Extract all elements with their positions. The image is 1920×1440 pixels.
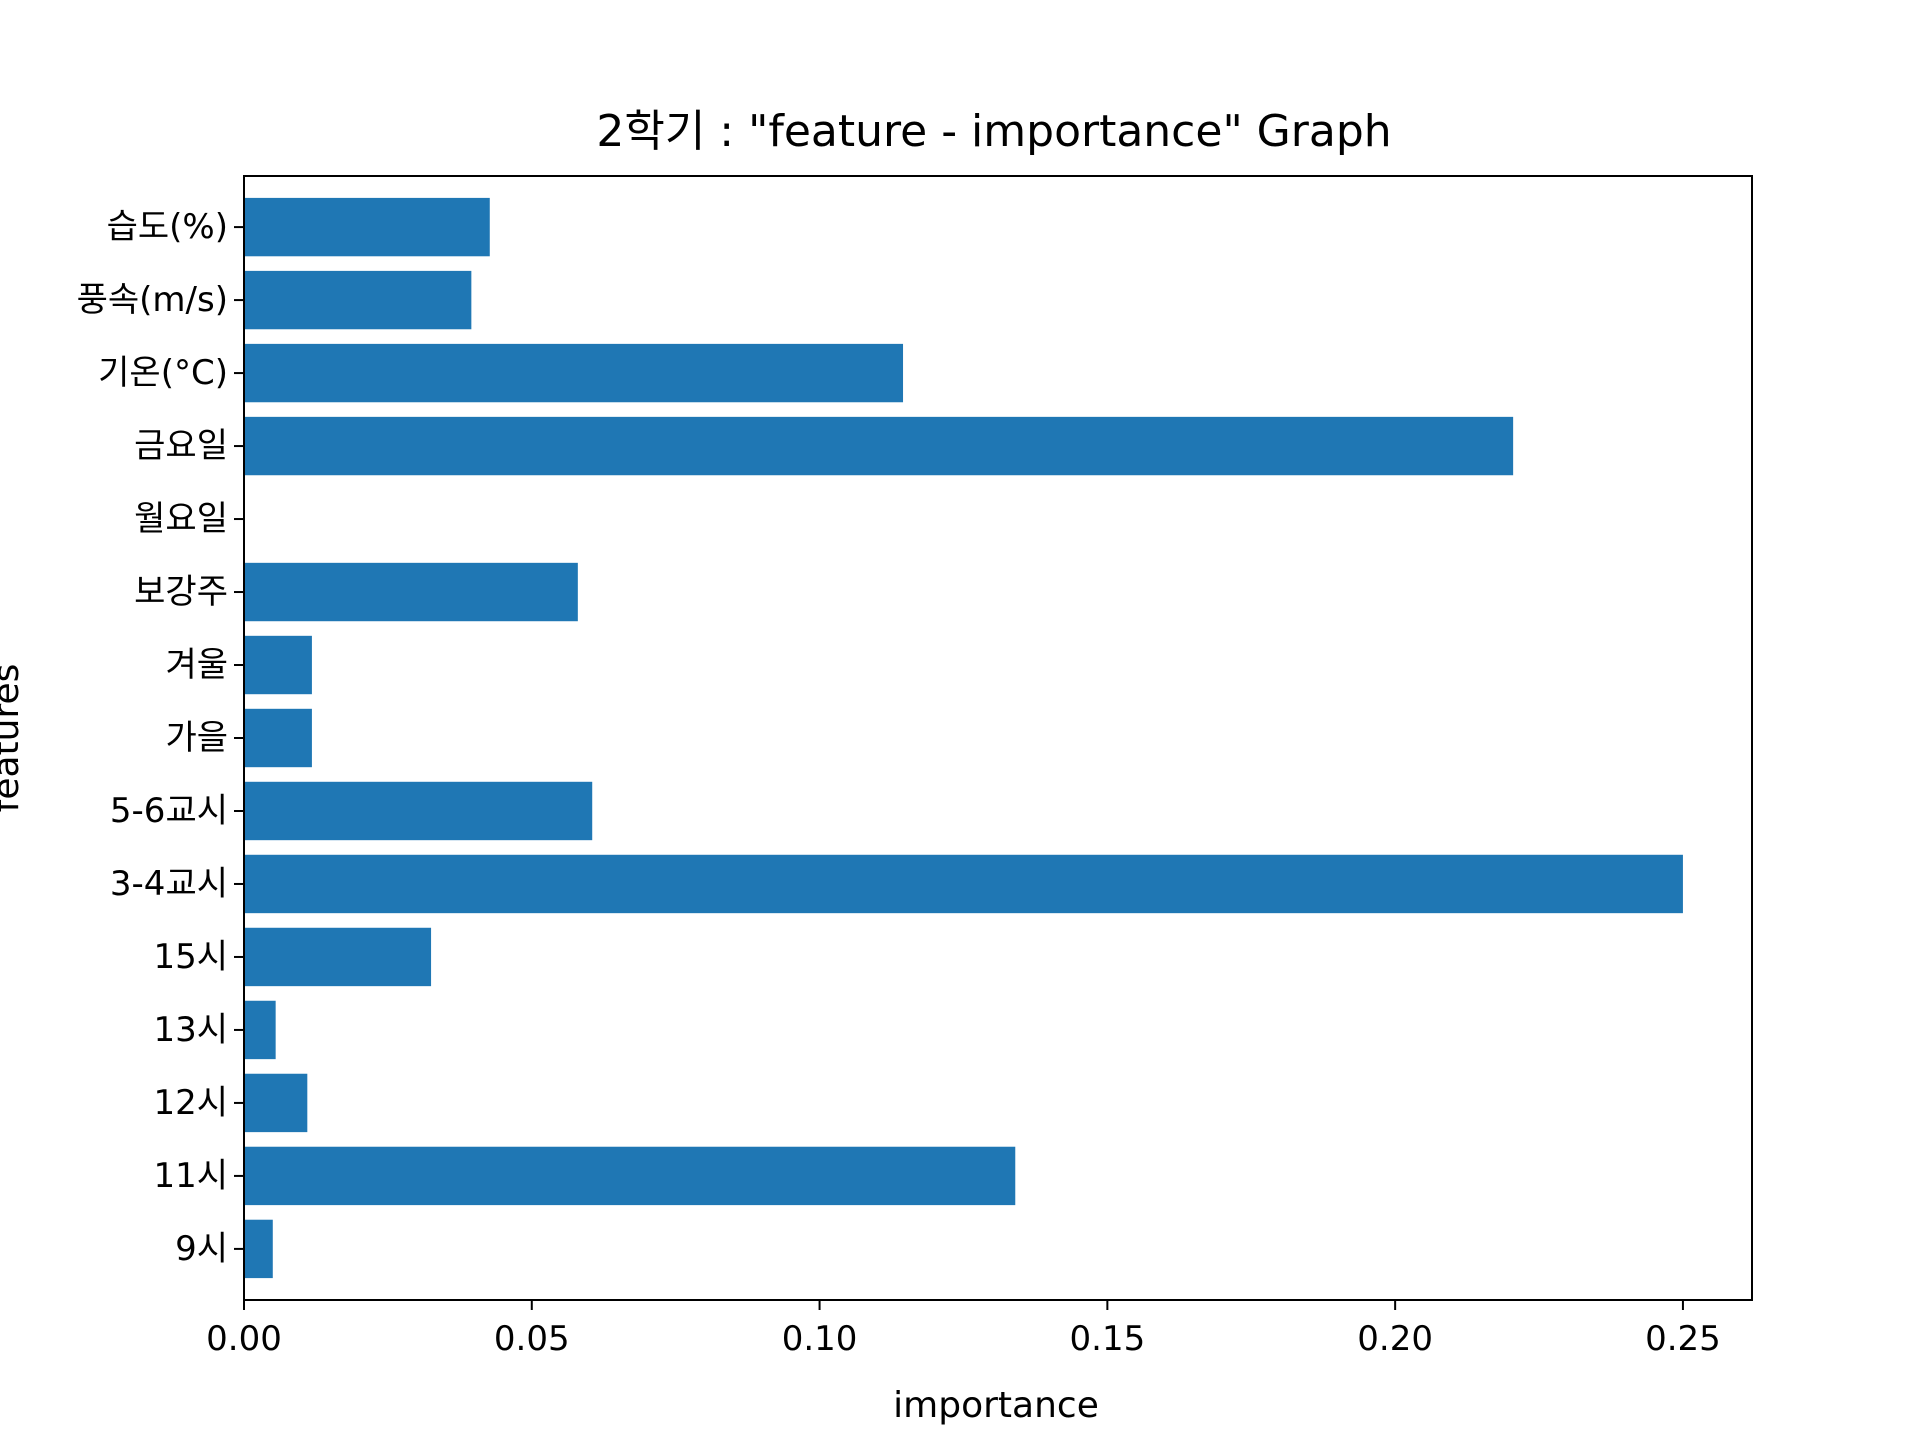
y-tick-label: 가을: [165, 718, 228, 758]
y-tick-label: 기온(°C): [98, 353, 228, 393]
y-tick-label: 습도(%): [107, 207, 228, 247]
y-tick-label: 12시: [153, 1083, 228, 1123]
x-ticks-group: 0.00 0.05 0.10 0.15 0.20 0.25: [206, 1300, 1721, 1359]
y-tick-label: 보강주: [134, 572, 228, 612]
bar: [244, 854, 1683, 914]
bar: [244, 1146, 1016, 1206]
y-tick-label: 5-6교시: [110, 791, 228, 831]
bar: [244, 562, 578, 622]
y-tick-label: 9시: [175, 1229, 228, 1269]
y-tick-label: 3-4교시: [110, 864, 228, 904]
x-tick-label: 0.00: [206, 1319, 282, 1359]
y-tick-label: 월요일: [134, 499, 228, 539]
bar: [244, 343, 904, 403]
chart-title: 2학기 : "feature - importance" Graph: [596, 106, 1391, 157]
x-tick-label: 0.05: [494, 1319, 570, 1359]
y-tick-label: 금요일: [134, 426, 228, 466]
x-tick-label: 0.20: [1357, 1319, 1433, 1359]
y-tick-label: 15시: [153, 937, 228, 977]
plot-frame: [243, 175, 1753, 1301]
y-tick-label: 11시: [153, 1156, 228, 1196]
y-tick-label: 겨울: [165, 645, 228, 685]
bar: [244, 1000, 276, 1060]
x-tick-label: 0.10: [782, 1319, 858, 1359]
y-axis-label: features: [0, 664, 27, 813]
y-ticks-group: 9시 11시 12시 13시 15시 3-4교시 5-6교시 가을 겨울 보강주 월요일 금요일 기온(…: [77, 207, 244, 1269]
x-axis-label: importance: [893, 1385, 1099, 1426]
bar: [244, 197, 490, 257]
bar: [244, 927, 432, 987]
bar: [244, 635, 312, 695]
bar: [244, 708, 312, 768]
bar: [244, 1073, 308, 1133]
bars-group: [244, 197, 1683, 1279]
y-tick-label: 13시: [153, 1010, 228, 1050]
x-tick-label: 0.25: [1645, 1319, 1721, 1359]
bar: [244, 781, 593, 841]
bar: [244, 416, 1514, 476]
bar: [244, 270, 472, 330]
bar: [244, 1219, 273, 1279]
x-tick-label: 0.15: [1070, 1319, 1146, 1359]
y-tick-label: 풍속(m/s): [77, 280, 228, 320]
